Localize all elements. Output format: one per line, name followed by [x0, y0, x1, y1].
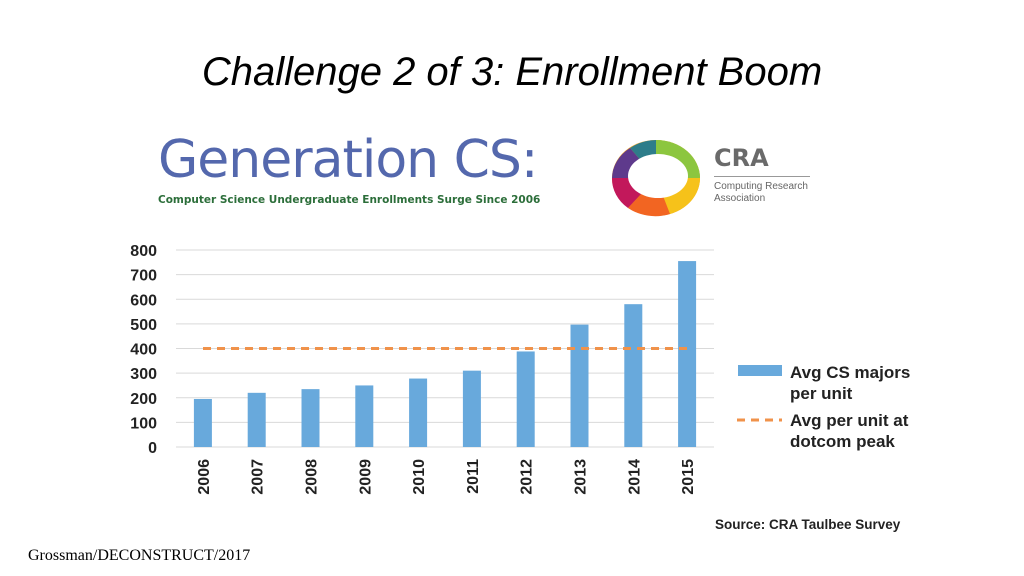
footer-credit: Grossman/DECONSTRUCT/2017	[28, 547, 251, 564]
y-tick-label: 800	[130, 243, 157, 260]
source-note: Source: CRA Taulbee Survey	[715, 517, 901, 532]
generation-cs-title: Generation CS:	[158, 130, 538, 190]
y-tick-label: 100	[130, 415, 157, 432]
cra-line-2: Association	[714, 193, 766, 204]
x-tick-label: 2012	[519, 459, 536, 495]
x-tick-label: 2010	[411, 459, 428, 495]
cra-name: CRA	[714, 144, 769, 172]
y-tick-label: 0	[148, 440, 157, 457]
bar	[624, 304, 643, 447]
bar	[193, 398, 212, 447]
x-tick-label: 2015	[680, 459, 697, 495]
bar	[678, 261, 697, 447]
x-tick-label: 2008	[304, 459, 321, 495]
y-tick-label: 200	[130, 391, 157, 408]
bar	[570, 324, 589, 447]
bar	[516, 351, 535, 447]
x-tick-label: 2007	[250, 459, 267, 495]
y-tick-label: 600	[130, 292, 157, 309]
x-tick-label: 2013	[573, 459, 590, 495]
cra-line-1: Computing Research	[714, 181, 808, 192]
legend-ref-line-1: Avg per unit at	[790, 411, 909, 430]
x-tick-label: 2006	[196, 459, 213, 495]
y-tick-label: 400	[130, 342, 157, 359]
legend-bar-line-1: Avg CS majors	[790, 363, 911, 382]
y-tick-label: 300	[130, 366, 157, 383]
slide-title: Challenge 2 of 3: Enrollment Boom	[201, 50, 823, 94]
legend-bar-line-2: per unit	[790, 384, 853, 403]
legend-ref-line-2: dotcom peak	[790, 432, 895, 451]
bar	[409, 378, 428, 447]
legend-bar-swatch	[738, 365, 782, 376]
cra-logo-icon	[611, 140, 700, 217]
bar	[462, 370, 481, 447]
y-tick-label: 700	[130, 268, 157, 285]
generation-cs-subtitle: Computer Science Undergraduate Enrollmen…	[158, 194, 541, 206]
x-tick-label: 2009	[357, 459, 374, 495]
x-tick-label: 2014	[626, 459, 643, 495]
bar	[247, 392, 266, 447]
y-tick-label: 500	[130, 317, 157, 334]
cra-divider	[714, 176, 810, 177]
x-tick-label: 2011	[465, 459, 482, 494]
bar	[301, 389, 320, 447]
bar	[355, 385, 374, 447]
